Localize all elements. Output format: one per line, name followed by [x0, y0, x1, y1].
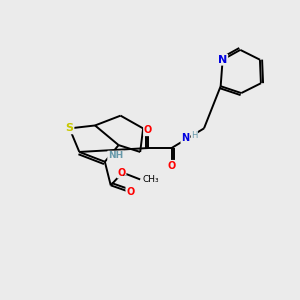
- Text: O: O: [126, 187, 134, 197]
- Text: NH: NH: [108, 152, 123, 160]
- Text: O: O: [167, 161, 176, 171]
- Text: O: O: [117, 168, 126, 178]
- Text: methyl: methyl: [122, 175, 128, 176]
- Text: N: N: [218, 55, 227, 65]
- Text: O: O: [144, 125, 152, 135]
- Text: H: H: [191, 131, 198, 140]
- Text: S: S: [65, 123, 74, 134]
- Text: CH₃: CH₃: [142, 175, 159, 184]
- Text: N: N: [181, 133, 189, 143]
